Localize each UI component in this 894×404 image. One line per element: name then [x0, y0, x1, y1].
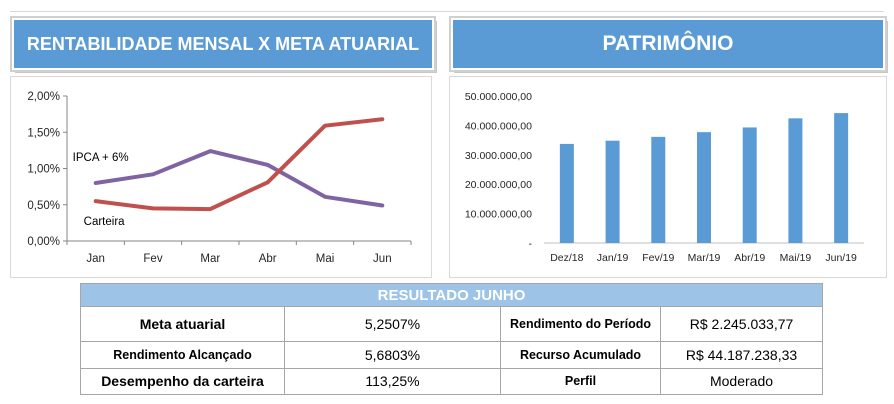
- x-tick-label: Dez/18: [550, 252, 583, 264]
- bar-4: [742, 127, 757, 243]
- series-line-0: [93, 149, 385, 208]
- y-tick-label: 0,00%: [27, 236, 60, 248]
- resultado-table: RESULTADO JUNHO Meta atuarial 5,2507% Re…: [79, 282, 824, 395]
- perfil-value: Moderado: [659, 367, 824, 395]
- y-tick-label: 0,50%: [27, 200, 60, 212]
- series-label-1: Carteira: [84, 216, 126, 228]
- perfil-label: Perfil: [500, 367, 661, 395]
- rentabilidade-banner: RENTABILIDADE MENSAL X META ATUARIAL: [10, 16, 436, 72]
- y-tick-label: 2,00%: [27, 91, 60, 103]
- x-tick-label: Fev: [143, 253, 162, 265]
- x-tick-label: Mar/19: [688, 252, 721, 264]
- patrimonio-chart-panel: 50.000.000,00 40.000.000,00 30.000.000,00 2…: [449, 76, 887, 278]
- y-tick-label: 1,00%: [27, 164, 60, 176]
- x-tick-label: Jan/19: [597, 252, 629, 264]
- x-tick-label: Abr/19: [734, 252, 765, 264]
- y-tick-label: -: [529, 238, 533, 250]
- desempenho-carteira-value: 113,25%: [284, 367, 501, 395]
- x-tick-label: Mai/19: [780, 252, 812, 264]
- x-tick-label: Mar: [200, 253, 220, 265]
- y-tick-label: 50.000.000,00: [465, 91, 532, 103]
- desempenho-carteira-label: Desempenho da carteira: [80, 367, 285, 395]
- y-tick-label: 10.000.000,00: [465, 209, 532, 221]
- bar-5: [788, 118, 803, 243]
- rentabilidade-chart-panel: 2,00% 1,50% 1,00% 0,50% 0,00% Jan Fev Mar Abr Mai…: [10, 76, 432, 278]
- resultado-title: RESULTADO JUNHO: [79, 282, 824, 308]
- recurso-acumulado-label: Recurso Acumulado: [500, 341, 661, 369]
- rentabilidade-line-chart: 2,00% 1,50% 1,00% 0,50% 0,00% Jan Fev Mar Abr Mai…: [27, 91, 412, 265]
- x-tick-label: Abr: [259, 253, 277, 265]
- bar-2: [651, 136, 666, 243]
- y-tick-label: 1,50%: [27, 127, 60, 139]
- rendimento-alcancado-label: Rendimento Alcançado: [80, 341, 285, 369]
- patrimonio-banner: PATRIMÔNIO: [449, 16, 887, 72]
- series-label-0: IPCA + 6%: [73, 152, 129, 164]
- y-tick-label: 30.000.000,00: [465, 150, 532, 162]
- rendimento-periodo-label: Rendimento do Período: [500, 306, 661, 343]
- bar-0: [559, 143, 574, 243]
- bar-3: [697, 132, 711, 243]
- series-line-1: [93, 117, 385, 212]
- x-tick-label: Jun/19: [825, 252, 857, 264]
- bar-6: [834, 113, 849, 243]
- rendimento-alcancado-value: 5,6803%: [284, 341, 501, 369]
- bar-1: [605, 140, 620, 243]
- y-tick-label: 40.000.000,00: [465, 120, 532, 132]
- y-tick-label: 20.000.000,00: [465, 179, 532, 191]
- top-divider: [10, 11, 884, 12]
- meta-atuarial-value: 5,2507%: [284, 306, 501, 343]
- recurso-acumulado-value: R$ 44.187.238,33: [659, 341, 824, 369]
- x-tick-label: Jan: [86, 253, 105, 265]
- x-tick-label: Jun: [373, 253, 392, 265]
- meta-atuarial-label: Meta atuarial: [80, 306, 285, 343]
- x-tick-label: Fev/19: [642, 252, 674, 264]
- x-tick-label: Mai: [316, 253, 335, 265]
- rendimento-periodo-value: R$ 2.245.033,77: [659, 306, 824, 343]
- patrimonio-bar-chart: 50.000.000,00 40.000.000,00 30.000.000,00 2…: [465, 91, 864, 264]
